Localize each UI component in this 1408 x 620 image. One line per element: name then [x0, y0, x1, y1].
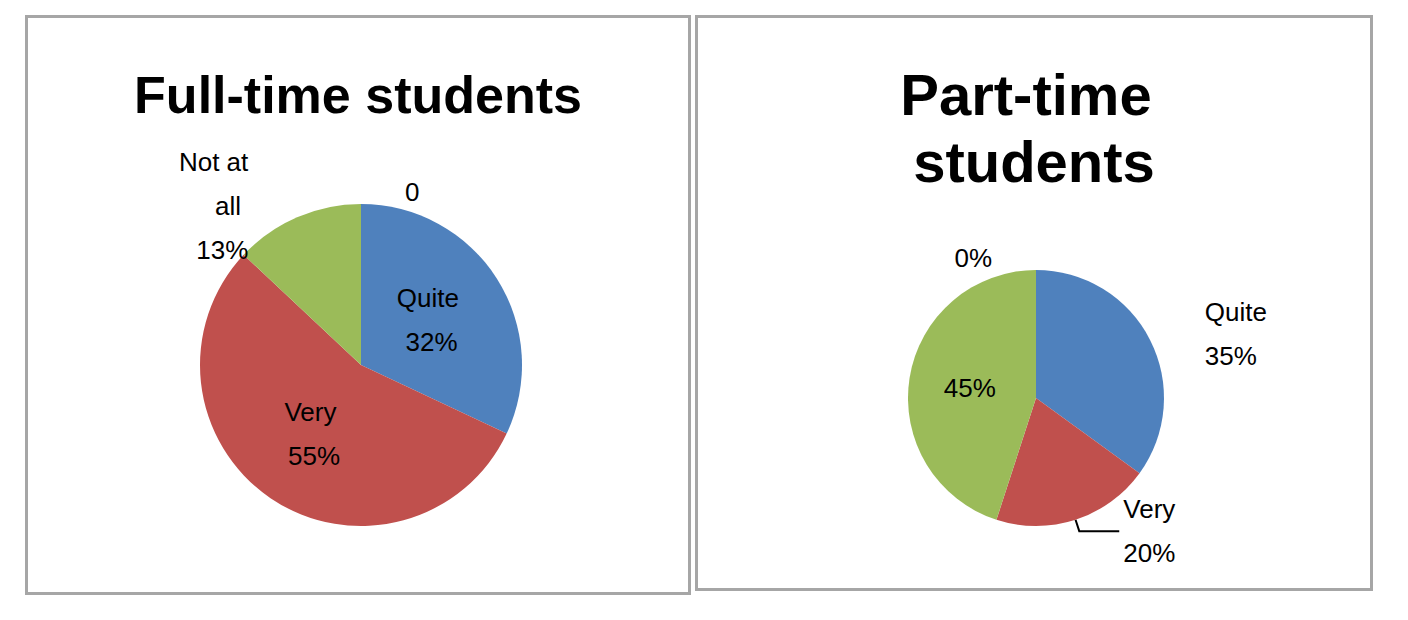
svg-text:all: all: [208, 191, 248, 221]
svg-text:45%: 45%: [944, 373, 996, 403]
svg-text:13%: 13%: [196, 235, 248, 265]
svg-text:students: students: [913, 129, 1155, 194]
svg-text:0: 0: [405, 177, 419, 207]
svg-text:55%: 55%: [288, 441, 340, 471]
svg-text:Full-time students: Full-time students: [134, 66, 582, 124]
svg-text:20%: 20%: [1123, 538, 1175, 568]
svg-text:32%: 32%: [405, 327, 457, 357]
svg-text:Very: Very: [1123, 494, 1182, 524]
svg-text:Not at: Not at: [179, 147, 249, 177]
svg-text:Part-time: Part-time: [900, 62, 1168, 127]
svg-text:Quite: Quite: [1205, 297, 1274, 327]
svg-text:35%: 35%: [1205, 341, 1257, 371]
svg-text:Quite: Quite: [397, 283, 466, 313]
svg-text:Very: Very: [284, 397, 343, 427]
svg-text:0%: 0%: [954, 243, 992, 273]
